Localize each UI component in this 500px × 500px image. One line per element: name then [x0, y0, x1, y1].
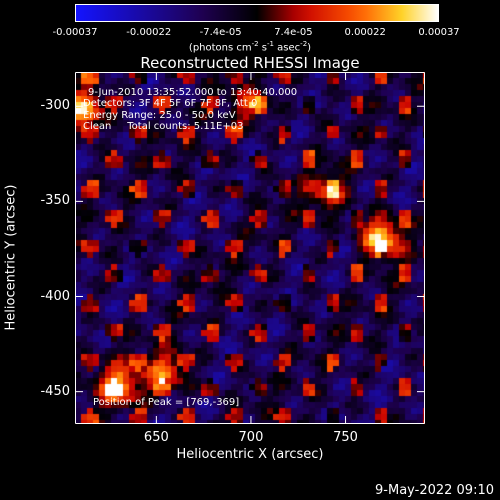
plot-frame [75, 72, 425, 424]
annotation-time-range: 9-Jun-2010 13:35:52.000 to 13:40:40.000 [88, 87, 298, 98]
colorbar-tick-label: -7.4e-05 [199, 27, 242, 38]
colorbar-tick-label: -0.00022 [126, 27, 172, 38]
colorbar-tick-label: -0.00037 [52, 27, 98, 38]
y-tick-label: -350 [40, 193, 70, 209]
y-tick-label: -300 [40, 98, 70, 114]
x-tick-label: 700 [238, 430, 264, 445]
x-tick-label: 750 [333, 430, 358, 445]
chart-title: Reconstructed RHESSI Image [140, 54, 360, 72]
footer-date: 9-May-2022 09:10 [375, 483, 494, 498]
colorbar-units: (photons cm-2 s-1 asec-2) [188, 40, 312, 54]
colorbar-tick-label: 0.00037 [418, 27, 460, 38]
annotation-detectors: Detectors: 3F 4F 5F 6F 7F 8F, Att 0 [83, 98, 258, 109]
x-tick-label: 650 [143, 430, 169, 445]
x-axis-label: Heliocentric X (arcsec) [176, 447, 324, 462]
colorbar [75, 4, 439, 22]
y-tick-label: -400 [40, 288, 70, 304]
annotation-energy: Energy Range: 25.0 - 50.0 keV [83, 110, 236, 121]
colorbar-tick-label: 0.00022 [344, 27, 386, 38]
y-tick-label: -450 [40, 383, 70, 399]
peak-position-label: Position of Peak = [769,-369] [93, 397, 240, 408]
colorbar-tick-label: 7.4e-05 [274, 27, 313, 38]
plot-area: 9-Jun-2010 13:35:52.000 to 13:40:40.000 … [75, 72, 425, 424]
colorbar-ticks: -0.00037 -0.00022 -7.4e-05 7.4e-05 0.00022 0.… [0, 0, 500, 60]
heatmap-image [75, 72, 425, 424]
annotation-clean-counts: Clean Total counts: 5.11E+03 [83, 121, 244, 132]
y-axis-label: Heliocentric Y (arcsec) [3, 184, 19, 331]
